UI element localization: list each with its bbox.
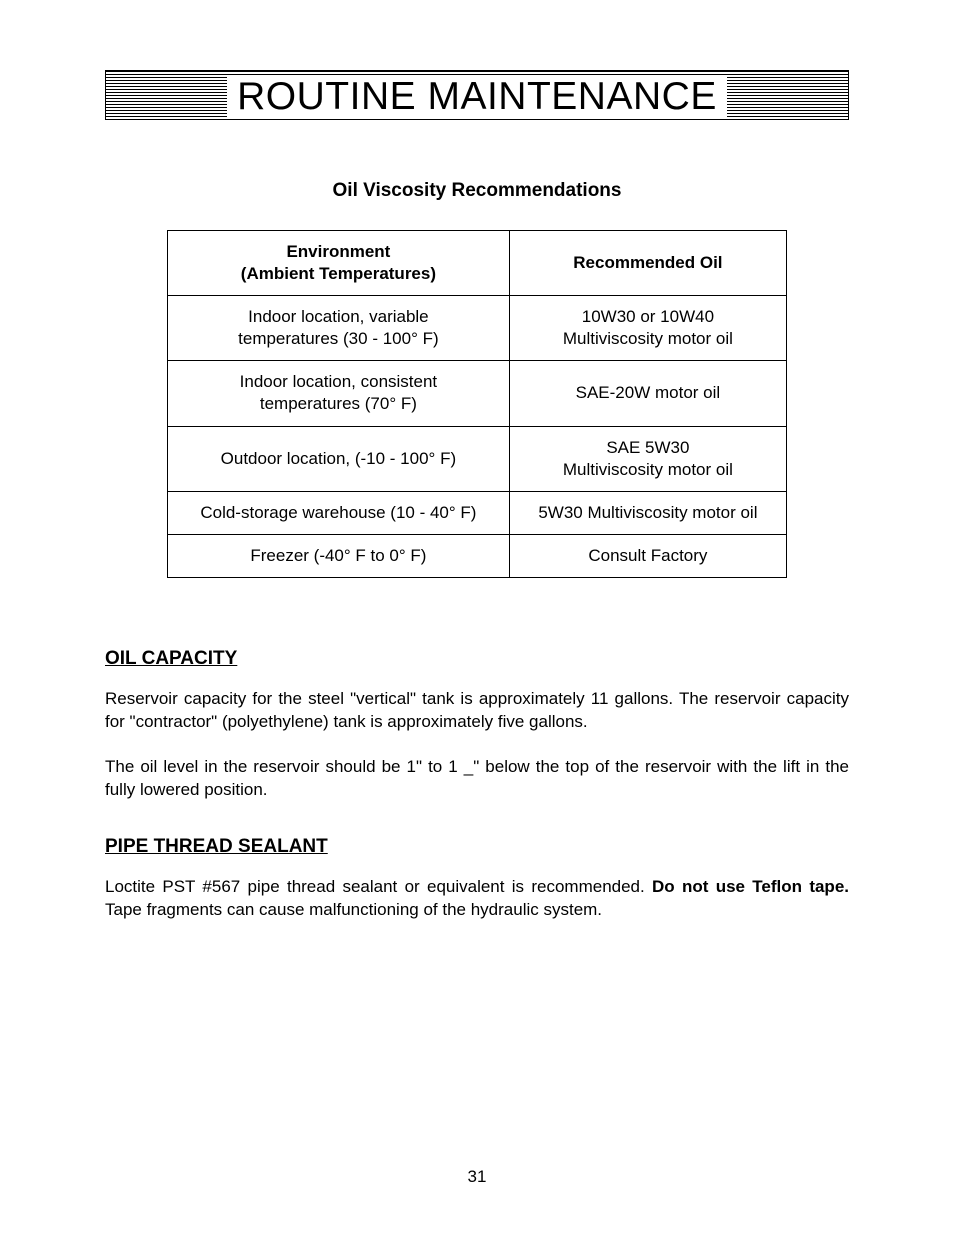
table-row: Indoor location, consistenttemperatures … bbox=[168, 361, 787, 426]
page: ROUTINE MAINTENANCE Oil Viscosity Recomm… bbox=[0, 0, 954, 1235]
text-run: Tape fragments can cause malfunctioning … bbox=[105, 900, 602, 919]
table-row: Indoor location, variabletemperatures (3… bbox=[168, 296, 787, 361]
table-row: Outdoor location, (-10 - 100° F)SAE 5W30… bbox=[168, 426, 787, 491]
pipe-thread-paragraph: Loctite PST #567 pipe thread sealant or … bbox=[105, 876, 849, 922]
cell-oil: Consult Factory bbox=[509, 534, 786, 577]
section-heading-pipe-thread: PIPE THREAD SEALANT bbox=[105, 836, 849, 858]
table-body: Indoor location, variabletemperatures (3… bbox=[168, 296, 787, 578]
cell-environment: Indoor location, variabletemperatures (3… bbox=[168, 296, 510, 361]
cell-oil: 5W30 Multiviscosity motor oil bbox=[509, 491, 786, 534]
cell-oil: SAE 5W30Multiviscosity motor oil bbox=[509, 426, 786, 491]
page-banner: ROUTINE MAINTENANCE bbox=[105, 70, 849, 120]
header-line: Recommended Oil bbox=[573, 253, 722, 272]
cell-oil: 10W30 or 10W40Multiviscosity motor oil bbox=[509, 296, 786, 361]
table-header-row: Environment (Ambient Temperatures) Recom… bbox=[168, 231, 787, 296]
oil-capacity-paragraph-2: The oil level in the reservoir should be… bbox=[105, 756, 849, 802]
cell-environment: Indoor location, consistenttemperatures … bbox=[168, 361, 510, 426]
text-run: Loctite PST #567 pipe thread sealant or … bbox=[105, 877, 652, 896]
text-run-bold: Do not use Teflon tape. bbox=[652, 877, 849, 896]
page-title: ROUTINE MAINTENANCE bbox=[227, 75, 727, 119]
header-line: Environment bbox=[286, 242, 390, 261]
table-row: Freezer (-40° F to 0° F)Consult Factory bbox=[168, 534, 787, 577]
cell-oil: SAE-20W motor oil bbox=[509, 361, 786, 426]
page-number: 31 bbox=[0, 1167, 954, 1187]
section-heading-oil-capacity: OIL CAPACITY bbox=[105, 648, 849, 670]
header-line: (Ambient Temperatures) bbox=[241, 264, 436, 283]
table-row: Cold-storage warehouse (10 - 40° F)5W30 … bbox=[168, 491, 787, 534]
cell-environment: Outdoor location, (-10 - 100° F) bbox=[168, 426, 510, 491]
col-header-environment: Environment (Ambient Temperatures) bbox=[168, 231, 510, 296]
cell-environment: Freezer (-40° F to 0° F) bbox=[168, 534, 510, 577]
viscosity-table: Environment (Ambient Temperatures) Recom… bbox=[167, 230, 787, 578]
cell-environment: Cold-storage warehouse (10 - 40° F) bbox=[168, 491, 510, 534]
section-subtitle: Oil Viscosity Recommendations bbox=[105, 180, 849, 202]
oil-capacity-paragraph-1: Reservoir capacity for the steel "vertic… bbox=[105, 688, 849, 734]
col-header-oil: Recommended Oil bbox=[509, 231, 786, 296]
